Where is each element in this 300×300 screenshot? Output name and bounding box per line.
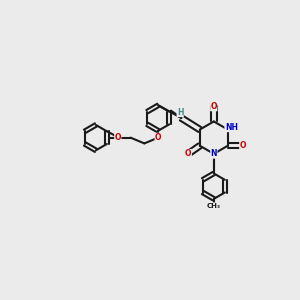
Text: H: H [177, 108, 183, 117]
Text: CH₃: CH₃ [207, 203, 221, 209]
Text: O: O [211, 102, 217, 111]
Text: O: O [185, 149, 191, 158]
Text: O: O [155, 133, 161, 142]
Text: N: N [211, 149, 217, 158]
Text: NH: NH [225, 123, 238, 132]
Text: O: O [240, 141, 246, 150]
Text: O: O [115, 133, 121, 142]
